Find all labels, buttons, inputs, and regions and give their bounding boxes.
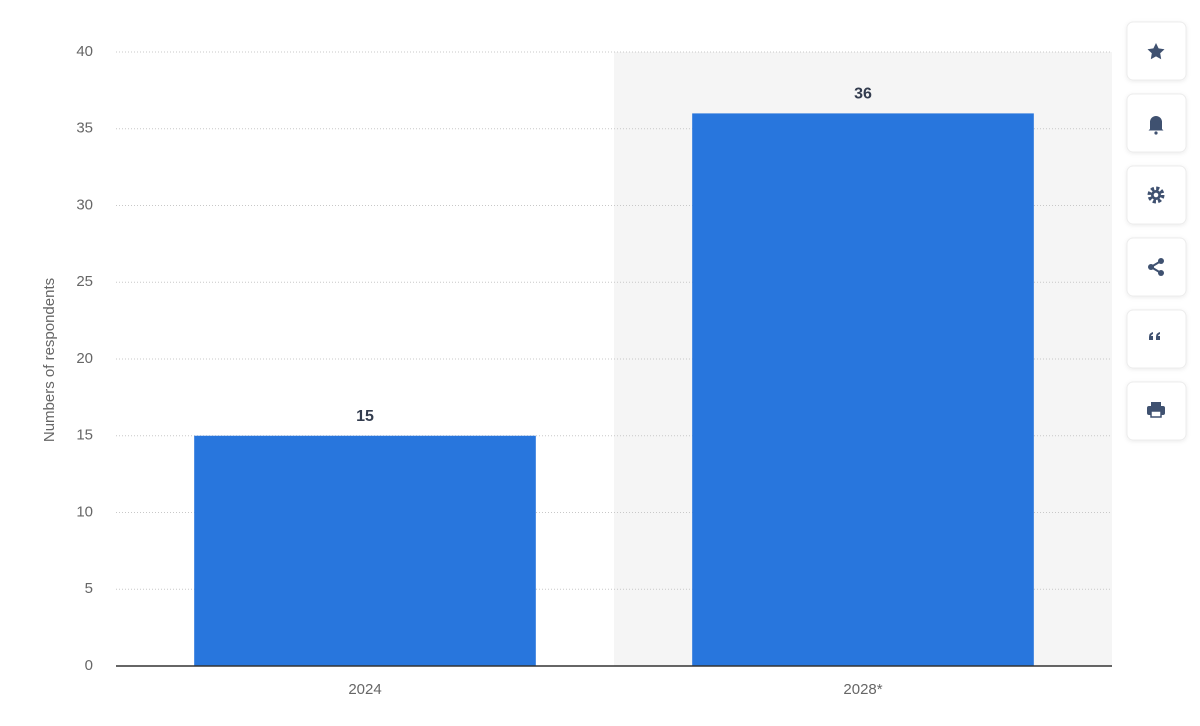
y-tick-label: 20 — [76, 350, 93, 367]
bar — [692, 113, 1034, 666]
notification-button[interactable] — [1126, 93, 1187, 153]
y-tick-label: 10 — [76, 503, 93, 520]
toolbar — [1126, 21, 1187, 441]
y-tick-label: 35 — [76, 120, 93, 137]
bar — [194, 435, 536, 666]
value-label: 15 — [356, 408, 374, 425]
x-tick-label: 2024 — [348, 681, 381, 698]
y-tick-label: 0 — [85, 657, 93, 674]
y-tick-label: 40 — [76, 43, 93, 60]
settings-button[interactable] — [1126, 165, 1187, 225]
y-tick-label: 30 — [76, 196, 93, 213]
y-axis-label: Numbers of respondents — [41, 278, 58, 442]
y-tick-label: 15 — [76, 427, 93, 444]
value-label: 36 — [854, 86, 872, 103]
favorite-button[interactable] — [1126, 21, 1187, 81]
share-button[interactable] — [1126, 237, 1187, 297]
print-button[interactable] — [1126, 381, 1187, 441]
y-tick-label: 5 — [85, 580, 93, 597]
cite-button[interactable] — [1126, 309, 1187, 369]
y-tick-label: 25 — [76, 273, 93, 290]
x-tick-label: 2028* — [843, 681, 882, 698]
